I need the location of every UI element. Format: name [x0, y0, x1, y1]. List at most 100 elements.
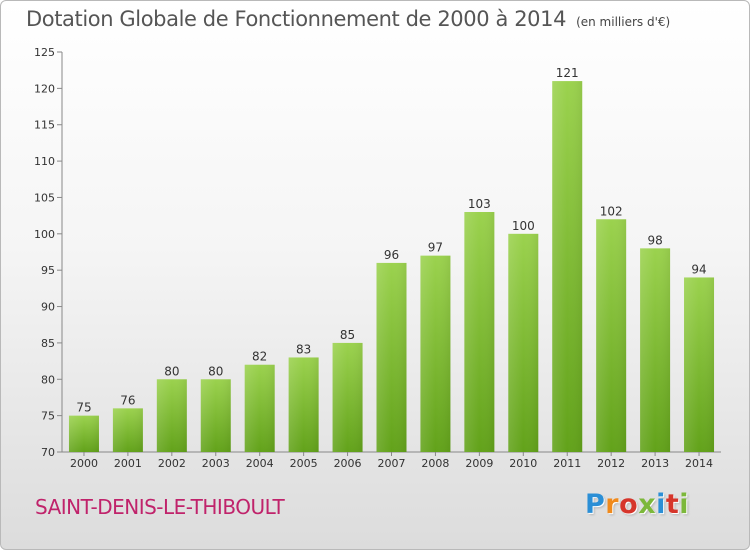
x-tick-label: 2014	[685, 457, 713, 470]
x-tick: 2011	[553, 452, 581, 470]
bar-value-label: 85	[340, 328, 355, 342]
place-name: SAINT-DENIS-LE-THIBOULT	[35, 495, 285, 519]
bar-shading	[508, 233, 539, 452]
x-tick: 2010	[509, 452, 537, 470]
x-tick-label: 2012	[597, 457, 625, 470]
x-tick-label: 2006	[334, 457, 362, 470]
y-tick: 100	[34, 228, 62, 241]
y-tick-label: 70	[41, 446, 55, 459]
chart-title: Dotation Globale de Fonctionnement de 20…	[26, 7, 670, 31]
y-tick-label: 100	[34, 228, 55, 241]
y-tick: 75	[41, 410, 62, 423]
bar-shading	[420, 255, 451, 452]
bar-value-label: 80	[208, 364, 223, 378]
bar-shading	[596, 219, 627, 452]
x-tick-label: 2013	[641, 457, 669, 470]
chart-axes: 70 75 80 85 90 95 100 105 110 115 120 125 2000 2001 20…	[34, 46, 721, 470]
x-tick-label: 2001	[114, 457, 142, 470]
y-tick: 110	[34, 155, 62, 168]
x-tick: 2009	[465, 452, 493, 470]
y-tick: 95	[41, 264, 62, 277]
chart-title-text: Dotation Globale de Fonctionnement de 20…	[26, 7, 567, 31]
x-tick-label: 2002	[158, 457, 186, 470]
x-tick: 2012	[597, 452, 625, 470]
y-tick: 90	[41, 301, 62, 314]
y-tick: 80	[41, 373, 62, 386]
bar-shading	[288, 357, 319, 452]
y-tick-label: 90	[41, 301, 55, 314]
x-tick-label: 2010	[509, 457, 537, 470]
bar-shading	[156, 379, 187, 452]
x-tick-label: 2003	[202, 457, 230, 470]
brand-letter: o	[619, 489, 639, 520]
x-tick-label: 2009	[465, 457, 493, 470]
bar-shading	[244, 364, 275, 452]
y-tick-label: 120	[34, 82, 55, 95]
x-tick: 2005	[290, 452, 318, 470]
y-tick-label: 85	[41, 337, 55, 350]
bar-value-label: 80	[164, 364, 179, 378]
bar-value-label: 82	[252, 350, 267, 364]
brand-letter: P	[585, 489, 606, 520]
brand-letter: r	[605, 489, 620, 520]
bar-value-label: 97	[428, 241, 443, 255]
bar-value-label: 76	[120, 393, 135, 407]
bar-value-label: 102	[600, 204, 623, 218]
y-tick: 70	[41, 446, 62, 459]
bar-value-label: 75	[76, 401, 91, 415]
brand-logo: Proxiti	[585, 489, 689, 520]
x-tick-label: 2007	[378, 457, 406, 470]
brand-letter: t	[665, 489, 680, 520]
bar-value-label: 103	[468, 197, 491, 211]
x-tick: 2004	[246, 452, 274, 470]
bar-shading	[68, 415, 99, 452]
bar-shading	[552, 81, 583, 452]
y-tick: 125	[34, 46, 62, 59]
bar-value-label: 96	[384, 248, 399, 262]
y-tick-label: 110	[34, 155, 55, 168]
x-tick-label: 2005	[290, 457, 318, 470]
x-tick: 2013	[641, 452, 669, 470]
x-tick: 2001	[114, 452, 142, 470]
y-tick-label: 105	[34, 191, 55, 204]
bar-shading	[376, 262, 407, 452]
bar-shading	[112, 408, 143, 452]
brand-letter: x	[638, 489, 657, 520]
x-tick: 2000	[70, 452, 98, 470]
y-tick: 85	[41, 337, 62, 350]
bar-value-label: 94	[691, 262, 706, 276]
chart-value-labels: 75 76 80 80 82 83 85 96 97 103 100 121 102 98 94	[76, 66, 706, 415]
x-tick: 2003	[202, 452, 230, 470]
bar-value-label: 121	[556, 66, 579, 80]
x-tick: 2008	[421, 452, 449, 470]
y-tick-label: 75	[41, 410, 55, 423]
y-tick: 115	[34, 119, 62, 132]
y-tick: 120	[34, 82, 62, 95]
bar-shading	[464, 212, 495, 452]
x-tick-label: 2004	[246, 457, 274, 470]
x-tick: 2014	[685, 452, 713, 470]
x-tick-label: 2008	[421, 457, 449, 470]
bar-value-label: 98	[647, 233, 662, 247]
chart-subtitle: (en milliers d'€)	[576, 15, 671, 29]
bar-shading	[200, 379, 231, 452]
chart-bars	[68, 81, 715, 452]
bar-value-label: 83	[296, 342, 311, 356]
x-tick: 2002	[158, 452, 186, 470]
y-tick-label: 80	[41, 373, 55, 386]
x-tick: 2006	[334, 452, 362, 470]
y-tick-label: 95	[41, 264, 55, 277]
x-tick: 2007	[378, 452, 406, 470]
bar-shading	[332, 342, 363, 452]
brand-letter: i	[656, 489, 666, 520]
bar-shading	[640, 248, 671, 452]
y-tick-label: 115	[34, 119, 55, 132]
bar-value-label: 100	[512, 219, 535, 233]
brand-letter: i	[679, 489, 690, 520]
x-tick-label: 2000	[70, 457, 98, 470]
bar-shading	[684, 277, 715, 452]
y-tick-label: 125	[34, 46, 55, 59]
y-tick: 105	[34, 191, 62, 204]
